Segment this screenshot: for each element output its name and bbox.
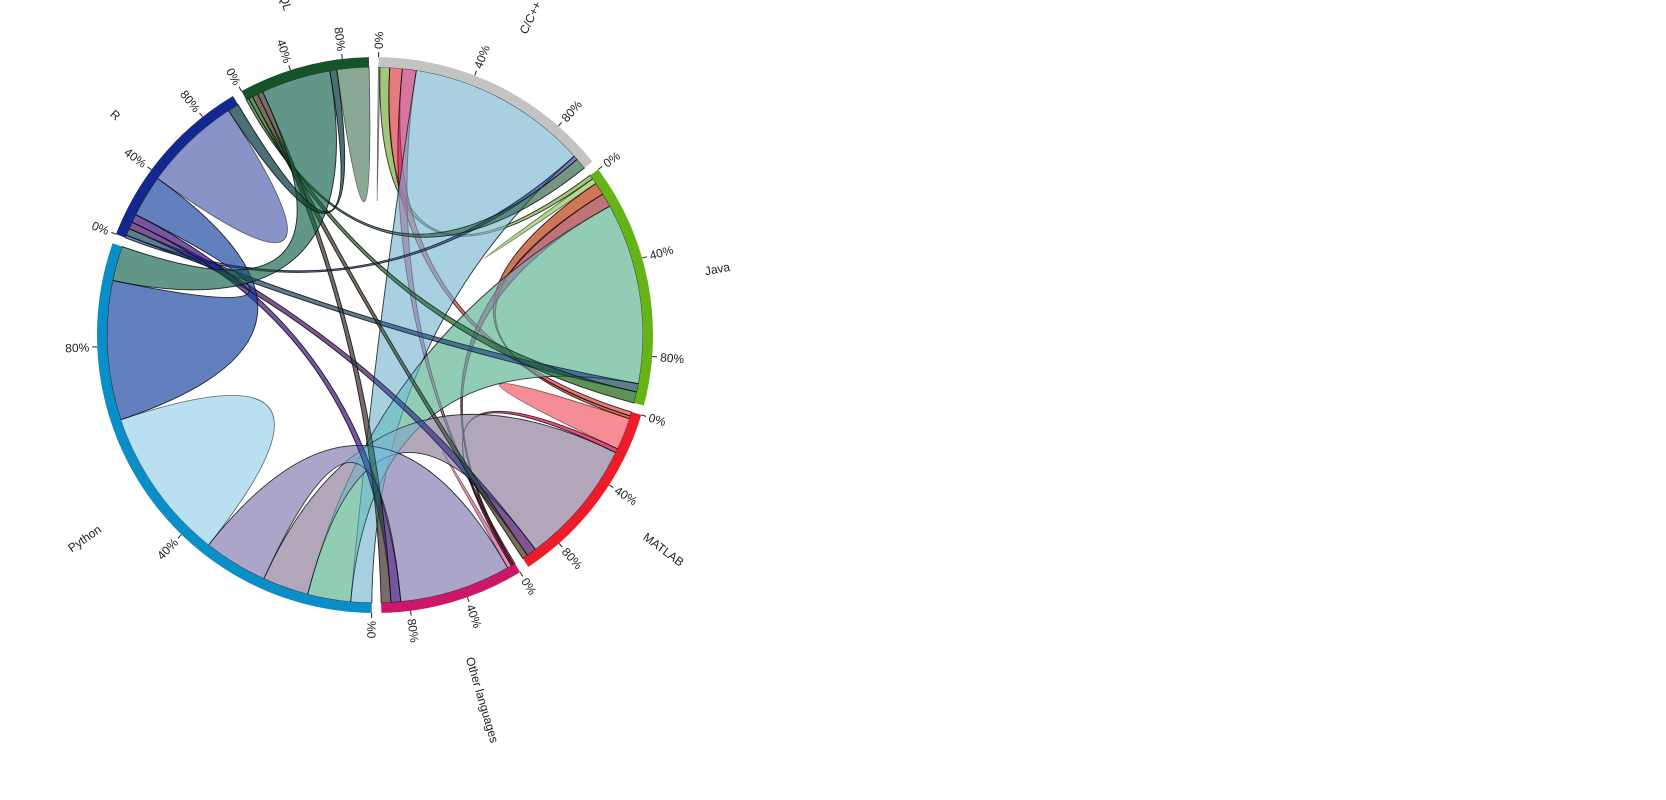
chord-sql-to-sql (336, 66, 371, 203)
tick-label: 40% (121, 145, 149, 171)
tick-label: 40% (274, 38, 295, 65)
tick-java-80: 80% (652, 350, 685, 366)
tick-label: 40% (471, 43, 493, 71)
tick-label: 0% (90, 219, 112, 238)
tick-label: 80% (559, 545, 586, 573)
tick-java-40: 40% (642, 243, 675, 263)
chord-python-to-other-languages (207, 445, 509, 603)
tick-label: 40% (612, 483, 640, 508)
group-label-matlab: MATLAB (640, 530, 686, 569)
tick-label: 0% (223, 66, 244, 88)
group-label-c-c: C/C++ (517, 0, 545, 36)
tick-label: 80% (331, 26, 348, 52)
tick-sql-80: 80% (331, 26, 348, 59)
group-label-r: R (107, 107, 123, 123)
tick-label: 80% (65, 340, 90, 355)
tick-label: 0% (647, 411, 668, 429)
tick-matlab-0: 0% (641, 411, 668, 429)
group-label-java: Java (704, 260, 732, 279)
group-label-other-languages: Other languages (463, 655, 501, 744)
tick-r-40: 40% (121, 145, 152, 171)
tick-c-c-0: 0% (372, 31, 386, 58)
chord-python-to-python (120, 394, 275, 546)
chord-r-to-r (156, 109, 288, 244)
group-arc-c-c (378, 57, 593, 168)
tick-python-80: 80% (65, 340, 98, 355)
tick-label: 0% (601, 149, 624, 171)
tick-other-languages-40: 40% (463, 597, 485, 630)
tick-label: 80% (660, 350, 685, 366)
tick-label: 80% (177, 88, 203, 116)
tick-label: 0% (365, 621, 379, 639)
tick-other-languages-80: 80% (404, 610, 421, 644)
group-arc-matlab (522, 412, 642, 567)
tick-label: 0% (518, 575, 539, 597)
group-label-sql: SQL (275, 0, 295, 13)
tick-sql-40: 40% (274, 38, 295, 71)
tick-r-80: 80% (177, 88, 203, 118)
group-arc-other-languages (381, 563, 521, 613)
group-label-python: Python (65, 522, 104, 555)
tick-label: 0% (372, 31, 386, 49)
group-arc-r (115, 95, 239, 238)
tick-c-c-40: 40% (471, 43, 493, 76)
tick-label: 40% (154, 535, 181, 562)
tick-python-0: 0% (365, 612, 379, 639)
tick-label: 40% (463, 602, 484, 630)
chord-sql-to-python (112, 70, 337, 291)
tick-matlab-40: 40% (608, 483, 640, 508)
group-arc-java (590, 169, 653, 406)
tick-r-0: 0% (90, 219, 117, 238)
tick-label: 80% (404, 618, 421, 644)
tick-label: 80% (559, 97, 586, 125)
group-arc-sql (241, 57, 370, 100)
tick-label: 40% (648, 243, 675, 263)
chord-matlab-to-matlab (498, 382, 631, 450)
chords-layer (106, 66, 644, 604)
chord-java-to-java (484, 178, 597, 259)
